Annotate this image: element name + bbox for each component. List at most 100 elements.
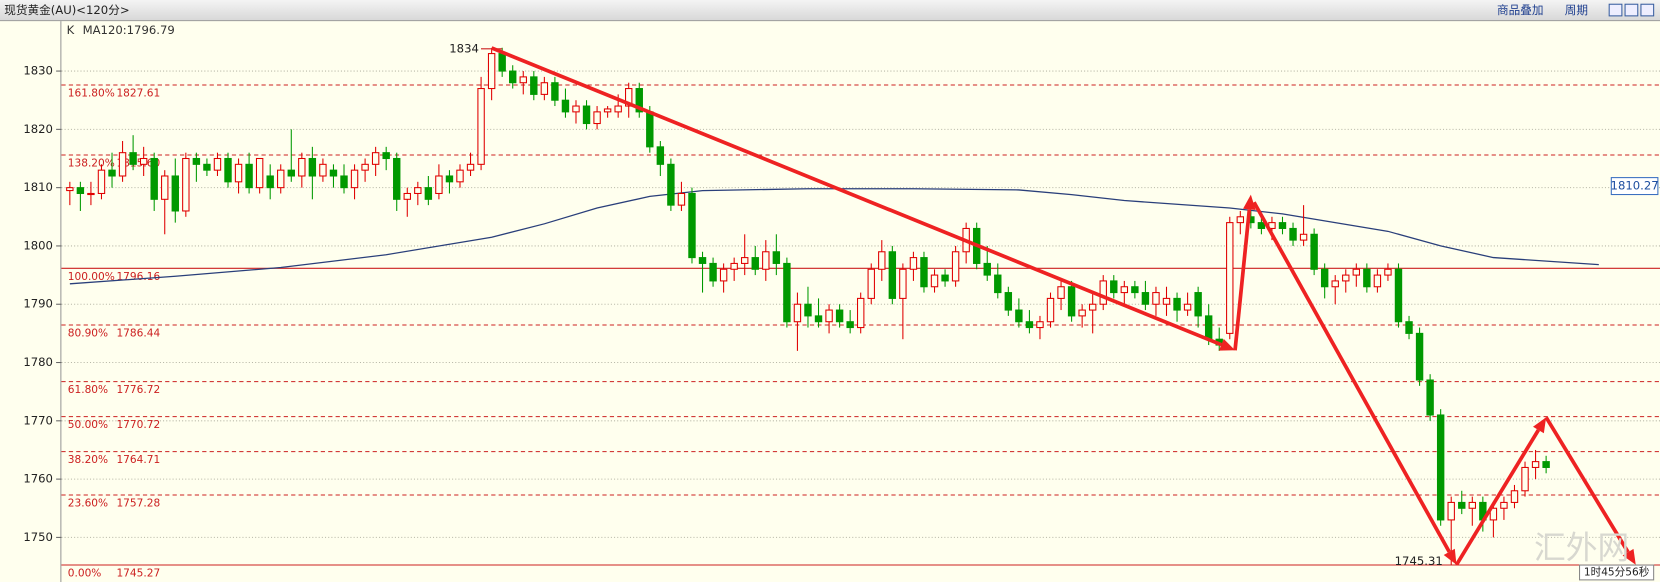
candle-body (1236, 216, 1245, 224)
y-tick-label: 1830 (23, 64, 53, 78)
candle-body (561, 99, 570, 113)
fib-ratio: 80.90% (68, 327, 108, 339)
candle-body (856, 297, 865, 329)
candle-body (646, 111, 654, 148)
y-tick-label: 1760 (23, 472, 53, 486)
candle-body (878, 251, 886, 270)
candle-body (994, 274, 1002, 294)
candle-body (1331, 280, 1339, 288)
candle-body (509, 70, 517, 84)
candle-body (899, 268, 907, 299)
candle-body (456, 169, 464, 183)
trend-arrow (1233, 209, 1252, 351)
candle-body (835, 309, 844, 323)
candle-body (1046, 297, 1055, 323)
candle-body (614, 105, 622, 113)
candle-body (108, 169, 116, 177)
arrow-head (1218, 338, 1236, 351)
candle-body (656, 146, 665, 165)
fib-price: 1786.44 (116, 327, 160, 339)
fib-ratio: 161.80% (68, 87, 115, 99)
y-tick-label: 1770 (23, 413, 53, 427)
candle-body (698, 257, 707, 264)
candle-body (1458, 501, 1466, 509)
candle-body (487, 53, 496, 90)
candle-body (1152, 292, 1160, 305)
candle-body (424, 187, 433, 200)
fib-price: 1757.28 (116, 497, 160, 509)
fib-ratio: 23.60% (68, 497, 108, 509)
candle-body (909, 257, 918, 270)
fib-price: 1764.71 (116, 454, 160, 466)
candle-body (888, 251, 897, 299)
candle-body (930, 274, 939, 288)
last-price-box (1610, 177, 1659, 196)
candle-body (1015, 309, 1023, 323)
fib-ratio: 38.20% (68, 454, 108, 466)
candle-body (203, 163, 211, 171)
candle-body (1310, 233, 1318, 270)
arrow-head (1622, 548, 1636, 565)
arrow-head (1443, 548, 1457, 565)
candle-body (540, 82, 549, 95)
ma-label: MA120:1796.79 (83, 23, 175, 37)
toolbar-button[interactable]: 周期 (1565, 3, 1588, 17)
candle-body (182, 157, 190, 212)
candle-body (1036, 321, 1044, 329)
candle-body (1531, 461, 1540, 468)
window-button[interactable] (1608, 3, 1623, 17)
toolbar-button[interactable]: 商品叠加 (1497, 3, 1544, 17)
candle-body (1183, 303, 1192, 311)
candle-body (245, 163, 253, 189)
trend-arrow (1454, 429, 1541, 566)
window-button[interactable] (1624, 3, 1639, 17)
window-button[interactable] (1640, 3, 1655, 17)
candle-body (213, 157, 222, 171)
candle-body (255, 157, 264, 189)
candle-body (129, 152, 137, 165)
candle-body (329, 169, 338, 177)
chart-title: 现货黄金(AU)<120分> (4, 3, 129, 17)
arrow-head (1243, 194, 1256, 211)
candle-body (1057, 286, 1065, 299)
trend-arrow (1544, 416, 1630, 554)
countdown-box (1579, 564, 1655, 581)
candle-body (804, 303, 812, 317)
candle-body (1289, 227, 1297, 241)
watermark: 汇外网 (1534, 531, 1629, 567)
y-tick-label: 1780 (23, 355, 53, 369)
candle-body (1320, 268, 1329, 288)
candle-body (298, 157, 306, 177)
candle-body (762, 251, 770, 270)
candle-body (519, 76, 527, 84)
candle-body (371, 152, 380, 165)
candle-body (139, 157, 148, 165)
indicator-label: K (67, 23, 75, 37)
y-tick-label: 1800 (23, 238, 53, 252)
candle-body (87, 192, 95, 196)
candle-body (825, 309, 833, 323)
fib-ratio: 50.00% (68, 419, 108, 431)
candle-body (582, 105, 591, 125)
candle-body (1226, 222, 1234, 334)
candle-body (603, 108, 612, 113)
candle-body (1415, 332, 1424, 381)
candle-body (867, 268, 875, 299)
candle-body (1257, 222, 1266, 229)
trend-arrow (1252, 201, 1451, 553)
candle-body (1141, 292, 1150, 305)
fib-price: 1770.72 (116, 419, 160, 431)
candle-body (350, 169, 359, 189)
candle-body (66, 187, 74, 192)
candle-body (1299, 233, 1308, 241)
candle-body (414, 187, 422, 195)
candle-body (719, 268, 728, 282)
candle-body (435, 175, 443, 195)
y-tick-label: 1820 (23, 122, 53, 136)
candle-body (1352, 268, 1361, 276)
candle-body (266, 175, 274, 189)
candle-body (635, 88, 643, 113)
fib-price: 1796.16 (116, 271, 160, 283)
candle-body (551, 82, 559, 101)
